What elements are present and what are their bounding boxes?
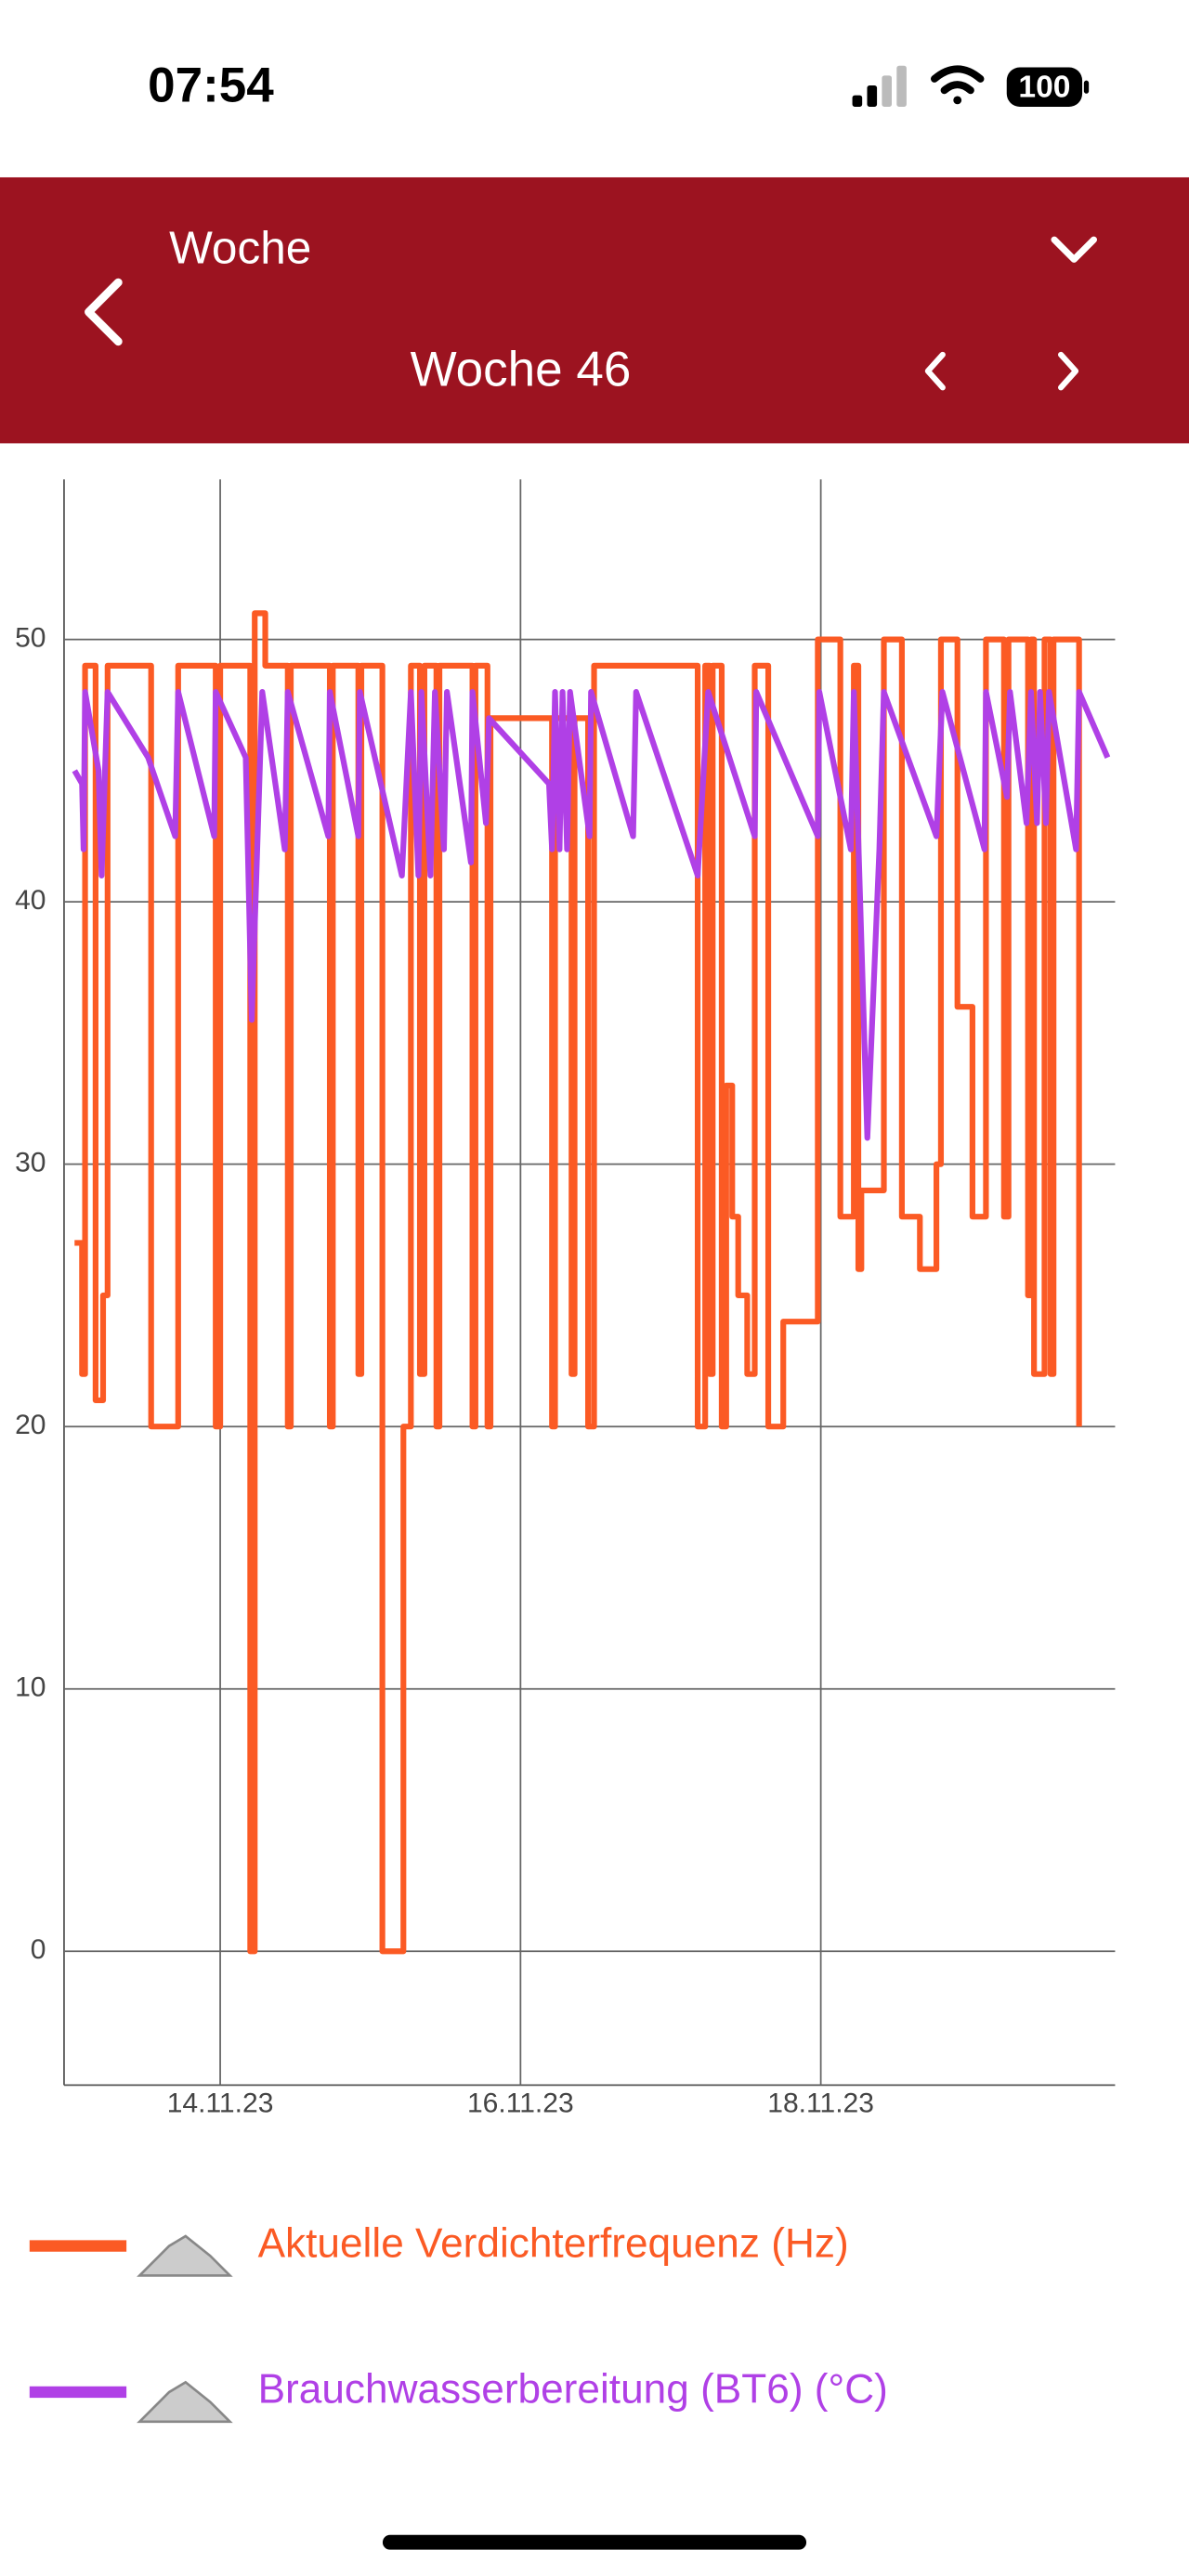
next-week-button[interactable] xyxy=(1058,351,1079,391)
x-tick-label: 14.11.23 xyxy=(167,2088,274,2118)
y-tick-label: 10 xyxy=(15,1672,46,1703)
back-button[interactable] xyxy=(85,278,123,346)
status-time: 07:54 xyxy=(148,59,274,113)
week-label: Woche 46 xyxy=(411,342,632,397)
legend-area-toggle[interactable] xyxy=(137,2380,233,2424)
legend-label[interactable]: Brauchwasserbereitung (BT6) (°C) xyxy=(258,2367,888,2413)
series-line xyxy=(72,689,1111,1141)
legend-label[interactable]: Aktuelle Verdichterfrequenz (Hz) xyxy=(258,2220,849,2266)
period-dropdown[interactable] xyxy=(1051,236,1097,263)
previous-week-button[interactable] xyxy=(924,351,946,391)
signal-icon xyxy=(852,65,907,107)
battery-icon xyxy=(1006,67,1083,107)
wifi-icon xyxy=(930,65,985,105)
period-selector[interactable]: Woche xyxy=(169,223,311,274)
y-tick-label: 0 xyxy=(31,1934,46,1965)
home-indicator xyxy=(382,2534,807,2550)
y-tick-label: 20 xyxy=(15,1410,46,1440)
y-tick-label: 30 xyxy=(15,1148,46,1178)
legend-area-toggle[interactable] xyxy=(137,2234,233,2277)
header-bar xyxy=(0,176,1189,444)
y-tick-label: 40 xyxy=(15,885,46,916)
chart: 0 10 20 30 40 50 14.11.23 16.11.23 18.11.23 xyxy=(15,479,1116,2118)
x-tick-label: 18.11.23 xyxy=(767,2088,874,2118)
legend: Aktuelle Verdichterfrequenz (Hz) Brauchwa… xyxy=(29,2220,888,2424)
series-line xyxy=(74,610,1082,1955)
battery-level: 100 xyxy=(1018,70,1070,104)
battery-tip xyxy=(1083,80,1090,94)
x-tick-label: 16.11.23 xyxy=(467,2088,574,2118)
y-tick-label: 50 xyxy=(15,623,46,654)
